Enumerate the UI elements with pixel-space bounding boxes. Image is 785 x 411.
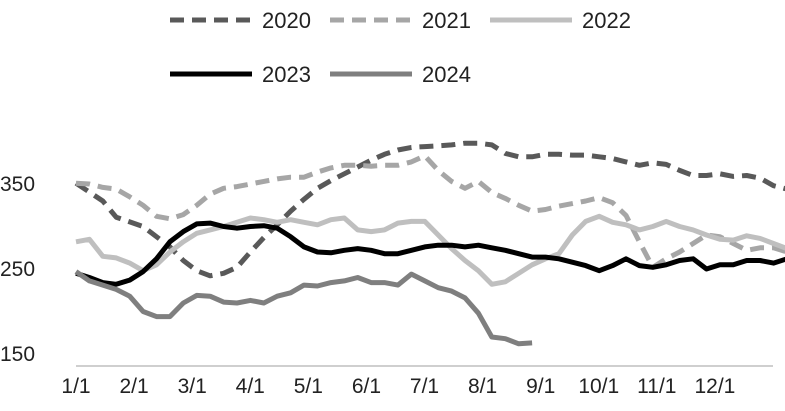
- x-tick-label-12-1: 12/1: [694, 375, 735, 398]
- x-tick-label-9-1: 9/1: [526, 375, 555, 398]
- y-tick-label-150: 150: [0, 343, 35, 366]
- x-tick-label-5-1: 5/1: [294, 375, 323, 398]
- legend-label-2023: 2023: [262, 62, 311, 87]
- x-tick-label-4-1: 4/1: [236, 375, 265, 398]
- legend-label-2020: 2020: [262, 8, 311, 33]
- legend: 2020 2021 2022 2023 2024: [170, 8, 631, 87]
- y-tick-label-250: 250: [0, 258, 35, 281]
- x-tick-label-11-1: 11/1: [637, 375, 676, 398]
- series-layer: [74, 140, 785, 347]
- series-line-2023: [75, 220, 785, 287]
- legend-label-2021: 2021: [422, 8, 471, 33]
- x-tick-label-10-1: 10/1: [578, 375, 619, 398]
- x-tick-label-8-1: 8/1: [468, 375, 497, 398]
- series-line-2020: [74, 140, 785, 279]
- series-line-2022: [75, 213, 785, 287]
- axes-layer: 150 250 350 1/1 2/1 3/1 4/1 5/1 6/1 7/1 8/1 9/1 10/1…: [0, 173, 773, 398]
- x-tick-label-1-1: 1/1: [61, 375, 90, 398]
- x-tick-label-3-1: 3/1: [178, 375, 207, 398]
- legend-label-2024: 2024: [422, 62, 471, 87]
- x-tick-label-7-1: 7/1: [410, 375, 439, 398]
- legend-label-2022: 2022: [582, 8, 631, 33]
- x-tick-label-6-1: 6/1: [352, 375, 381, 398]
- x-tick-label-2-1: 2/1: [119, 375, 148, 398]
- y-tick-label-350: 350: [0, 173, 35, 196]
- series-line-2024: [74, 269, 533, 347]
- series-line-2021: [75, 153, 785, 270]
